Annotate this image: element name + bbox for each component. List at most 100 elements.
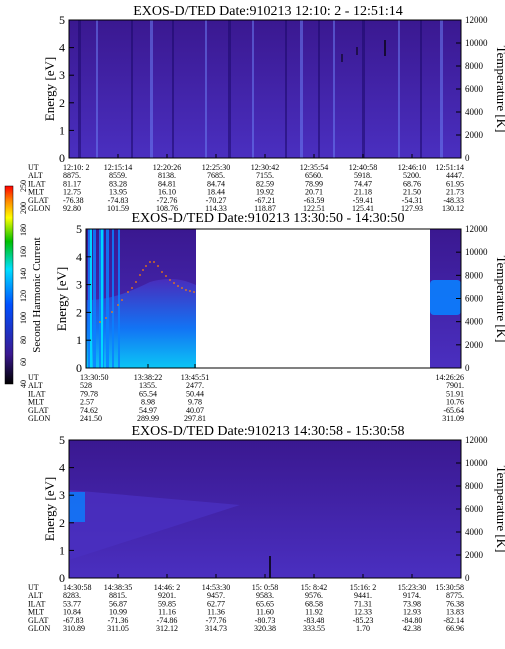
table-row-label: ILAT [28, 599, 45, 608]
table-cell: 13.95 [109, 188, 127, 197]
table-cell: 5918. [354, 171, 372, 180]
temperature-point [177, 285, 179, 287]
temperature-point [181, 287, 183, 289]
table-cell: 15: 8:42 [301, 583, 327, 592]
ytick-right-label: 6000 [465, 294, 484, 304]
temperature-point [165, 275, 167, 277]
colorbar-tick-label: 250 [19, 180, 28, 192]
panel-2-vertical-bursts [88, 229, 120, 368]
heatmap-stripe [318, 20, 320, 158]
ytick-right-label: 8000 [465, 481, 484, 491]
ytick-right-label: 8000 [465, 61, 484, 71]
temperature-point [99, 321, 101, 323]
table-cell: 13.83 [446, 608, 464, 617]
temperature-point [149, 261, 151, 263]
table-cell: -67.83 [63, 616, 84, 625]
panel-3-title: EXOS-D/TED Date:910213 14:30:58 - 15:30:… [132, 424, 405, 439]
ytick-right-label: 6000 [465, 84, 484, 94]
table-cell: 1.70 [356, 624, 370, 633]
table-cell: 79.78 [80, 389, 98, 398]
ytick-label: 1 [59, 543, 65, 557]
burst-stripe [112, 229, 114, 368]
colorbar-tick-label: 80 [19, 336, 28, 344]
table-cell: 10.76 [446, 398, 464, 407]
heatmap-stripe [78, 20, 81, 158]
ytick-right-label: 4000 [465, 527, 484, 537]
table-cell: 21.73 [446, 188, 464, 197]
table-cell: 101.59 [107, 204, 129, 213]
panel-2: EXOS-D/TED Date:910213 13:30:50 - 14:30:… [28, 211, 505, 423]
panel-3-yticks: 0 1 2 3 4 5 [59, 433, 74, 585]
panel-2-yticks: 0 1 2 3 4 5 [76, 222, 91, 375]
table-cell: -48.33 [443, 196, 464, 205]
table-cell: 74.47 [354, 179, 372, 188]
panel-3-ylabel: Energy [eV] [42, 477, 57, 541]
table-cell: 114.33 [205, 204, 227, 213]
table-cell: -80.73 [255, 616, 276, 625]
panel-2-yticks-right: 0 2000 4000 6000 8000 10000 12000 [456, 224, 488, 373]
temperature-point [105, 317, 107, 319]
table-cell: 8875. [63, 171, 81, 180]
panel-3-orbit-table: UTALTILATMLTGLATGLON14:30:588283.53.7710… [28, 574, 464, 633]
table-cell: 20.71 [305, 188, 323, 197]
colorbar: 40 60 80 100 120 140 160 180 200 250 Second Harmo… [4, 180, 43, 388]
table-cell: 12.75 [63, 188, 81, 197]
table-cell: 2477. [186, 381, 204, 390]
table-cell: 83.28 [109, 179, 127, 188]
table-cell: 73.98 [403, 599, 421, 608]
panel-1-yticks-right: 0 2000 4000 6000 8000 10000 12000 [456, 15, 488, 163]
ytick-label: 5 [59, 13, 65, 27]
colorbar-ticks: 40 60 80 100 120 140 160 180 200 250 [19, 180, 28, 388]
heatmap-stripe [96, 20, 98, 158]
ytick-label: 4 [59, 461, 65, 475]
table-cell: 78.99 [305, 179, 323, 188]
ytick-label: 3 [76, 278, 82, 292]
table-row-label: ALT [28, 381, 43, 390]
table-cell: 528 [80, 381, 92, 390]
table-cell: 12.93 [403, 608, 421, 617]
table-cell: 311.05 [107, 624, 129, 633]
table-cell: -70.27 [206, 196, 227, 205]
table-row-label: UT [28, 163, 39, 172]
table-cell: 4447. [446, 171, 464, 180]
table-cell: 314.73 [205, 624, 227, 633]
table-cell: 71.31 [354, 599, 372, 608]
burst-stripe [93, 229, 96, 368]
table-cell: -85.23 [353, 616, 374, 625]
heatmap-stripe [252, 20, 254, 158]
table-cell: 53.77 [63, 599, 81, 608]
table-cell: 8815. [109, 591, 127, 600]
table-cell: 74.62 [80, 406, 98, 415]
temperature-point [117, 304, 119, 306]
table-cell: 76.38 [446, 599, 464, 608]
table-cell: 2.57 [80, 398, 94, 407]
panel-3: EXOS-D/TED Date:910213 14:30:58 - 15:30:… [28, 424, 505, 633]
table-cell: 68.58 [305, 599, 323, 608]
panel-3-yticks-right: 0 2000 4000 6000 8000 10000 12000 [456, 435, 488, 583]
table-cell: 12:40:58 [349, 163, 377, 172]
table-cell: 21.50 [403, 188, 421, 197]
table-row-label: GLON [28, 414, 50, 423]
table-cell: 16.10 [158, 188, 176, 197]
table-cell: 56.87 [109, 599, 127, 608]
table-cell: 1355. [139, 381, 157, 390]
heatmap-stripe [228, 20, 231, 158]
table-cell: 82.59 [256, 179, 274, 188]
ytick-right-label: 4000 [465, 107, 484, 117]
table-cell: 127.93 [401, 204, 423, 213]
table-cell: -74.86 [157, 616, 178, 625]
ytick-right-label: 0 [465, 363, 470, 373]
colorbar-tick-label: 60 [19, 358, 28, 366]
table-cell: 311.09 [442, 414, 464, 423]
panel-1-title: EXOS-D/TED Date:910213 12:10: 2 - 12:51:… [133, 4, 402, 19]
ytick-right-label: 0 [465, 153, 470, 163]
ytick-right-label: 12000 [465, 15, 488, 25]
table-cell: -67.21 [255, 196, 276, 205]
table-row-label: GLAT [28, 616, 49, 625]
table-cell: 13:38:22 [134, 373, 162, 382]
ytick-label: 0 [59, 151, 65, 165]
table-cell: 13:30:50 [80, 373, 108, 382]
temperature-point [139, 274, 141, 276]
table-cell: 9.78 [188, 398, 202, 407]
